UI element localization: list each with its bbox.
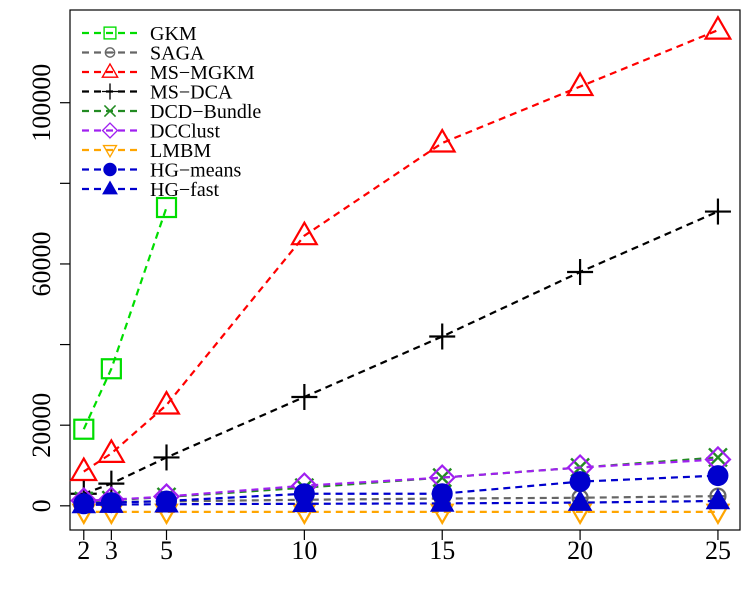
marker [704,198,731,225]
marker [429,490,455,512]
marker [565,71,595,97]
x-tick-label: 5 [160,536,173,565]
marker-dot [569,471,591,493]
x-axis: 2 3 5 10 15 20 25 [77,530,731,565]
marker-triangle [97,438,126,463]
legend-label: HG−fast [150,179,219,201]
legend-label: DCD−Bundle [150,101,261,123]
marker [567,489,593,511]
marker-square [73,418,95,440]
marker-triangle [152,389,181,415]
legend-label: GKM [150,23,197,45]
marker [101,83,119,100]
series-group [71,487,731,514]
marker [707,465,729,487]
marker [153,444,180,471]
legend-label: MS−DCA [150,82,233,104]
series-layer [69,14,733,526]
marker-triangle [427,127,457,153]
marker-square [103,26,117,40]
series-group [69,14,733,482]
marker [705,487,731,510]
y-tick-label: 20000 [27,393,56,458]
series-line [83,29,719,473]
marker-triangle [101,62,119,78]
marker [103,104,117,118]
marker-triangle-filled [567,489,593,511]
legend-label: DCClust [150,121,220,143]
x-tick-label: 3 [105,536,118,565]
marker-square [155,196,178,219]
x-tick-label: 25 [705,536,731,565]
marker-square [100,358,122,380]
marker [71,492,97,514]
series-line [82,207,168,430]
x-tick-label: 10 [291,536,317,565]
plot-frame [69,9,741,531]
marker [567,259,594,286]
marker-triangle-filled [71,492,97,514]
marker-triangle [703,14,733,40]
marker [102,180,118,195]
legend-label: LMBM [150,140,211,162]
marker [152,389,181,415]
x-tick-label: 2 [77,536,90,565]
marker [102,144,118,159]
legend: GKMSAGAMS−MGKMMS−DCADCD−BundleDCClustLMB… [82,23,261,201]
marker-diag2 [103,104,117,118]
marker-triangle [565,71,595,97]
marker-triangle [69,456,99,482]
marker-triangle-filled [154,491,179,513]
marker [703,14,733,40]
legend-label: HG−means [150,160,241,182]
marker [97,438,126,463]
marker [708,447,728,468]
marker [100,358,122,380]
marker [291,383,318,410]
y-tick-label: 100000 [27,64,56,142]
marker [104,47,116,58]
series-line [83,499,718,507]
marker [73,418,95,440]
marker [154,491,179,513]
series-line [83,210,719,495]
x-tick-label: 20 [567,536,593,565]
x-tick-label: 15 [429,536,455,565]
marker-triangle [290,220,319,246]
y-tick-label: 60000 [27,231,56,296]
marker [103,162,117,177]
legend-label: MS−MGKM [150,62,255,84]
marker-triangle-down [102,144,118,159]
marker [99,491,124,513]
marker-triangle-filled [102,180,118,195]
marker [429,323,456,350]
marker [69,456,99,482]
marker [155,196,178,219]
legend-label: SAGA [150,43,205,65]
y-tick-label: 0 [27,499,56,512]
marker [101,122,119,139]
marker-triangle-filled [429,490,455,512]
y-axis: 0 20000 60000 100000 [27,64,70,512]
series-group [73,196,178,440]
marker-dot [103,162,117,177]
marker-triangle-filled [705,487,731,510]
marker-triangle-filled [99,491,124,513]
marker [427,127,457,153]
marker [290,220,319,246]
marker-diag2 [708,447,728,468]
marker-dot [707,465,729,487]
marker [101,62,119,78]
series-group [70,198,731,507]
marker [569,471,591,493]
marker [292,490,317,513]
marker-triangle-filled [292,490,317,513]
marker-diamond [101,122,119,139]
marker [103,26,117,40]
